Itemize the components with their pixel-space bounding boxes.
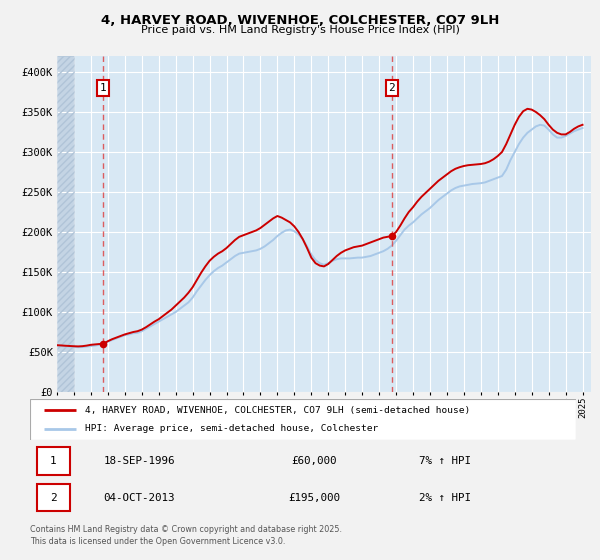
Text: HPI: Average price, semi-detached house, Colchester: HPI: Average price, semi-detached house,… [85, 424, 378, 433]
Text: 7% ↑ HPI: 7% ↑ HPI [419, 456, 471, 466]
Bar [37, 484, 70, 511]
Text: 2: 2 [388, 83, 395, 93]
Bar [57, 56, 74, 392]
Text: 1: 1 [100, 83, 106, 93]
Text: 1: 1 [50, 456, 57, 466]
Text: Contains HM Land Registry data © Crown copyright and database right 2025.
This d: Contains HM Land Registry data © Crown c… [30, 525, 342, 546]
Bar [57, 56, 74, 392]
Text: 2: 2 [50, 493, 57, 503]
Text: 4, HARVEY ROAD, WIVENHOE, COLCHESTER, CO7 9LH (semi-detached house): 4, HARVEY ROAD, WIVENHOE, COLCHESTER, CO… [85, 405, 470, 414]
Text: 2% ↑ HPI: 2% ↑ HPI [419, 493, 471, 503]
Text: £60,000: £60,000 [291, 456, 337, 466]
Text: 18-SEP-1996: 18-SEP-1996 [103, 456, 175, 466]
Text: Price paid vs. HM Land Registry's House Price Index (HPI): Price paid vs. HM Land Registry's House … [140, 25, 460, 35]
Text: 04-OCT-2013: 04-OCT-2013 [103, 493, 175, 503]
Text: £195,000: £195,000 [288, 493, 340, 503]
Bar [37, 447, 70, 474]
Text: 4, HARVEY ROAD, WIVENHOE, COLCHESTER, CO7 9LH: 4, HARVEY ROAD, WIVENHOE, COLCHESTER, CO… [101, 14, 499, 27]
